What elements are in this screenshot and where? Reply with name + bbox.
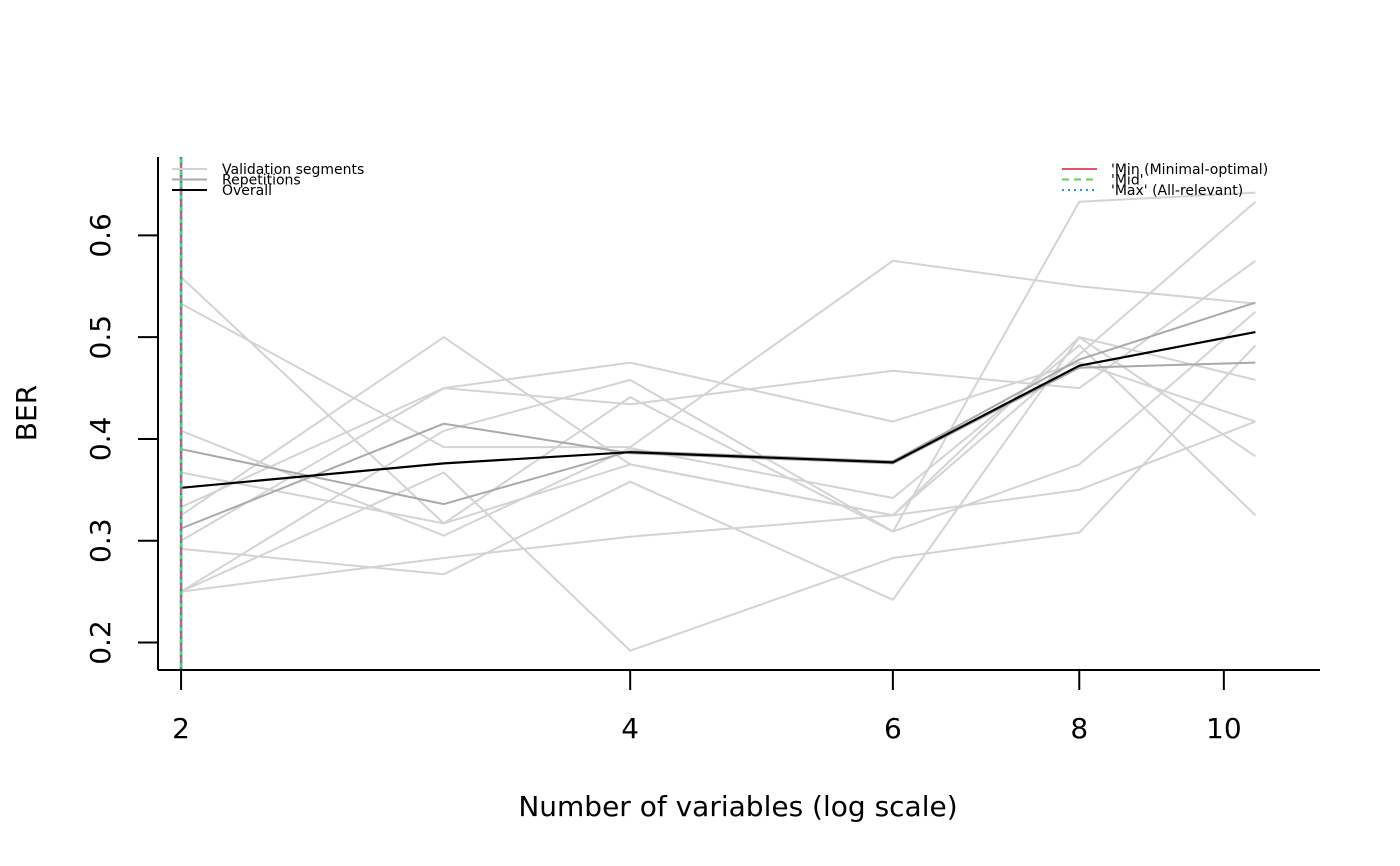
series-line-validation-9 — [180, 344, 1257, 652]
legend-label: 'Max' (All-relevant) — [1111, 183, 1243, 199]
y-ticks: 0.2 0.3 0.4 0.5 0.6 — [84, 213, 158, 665]
y-tick-label: 0.5 — [84, 315, 117, 360]
axes — [157, 157, 1320, 671]
series-line-validation-2 — [180, 344, 1257, 537]
x-tick-label: 4 — [621, 712, 639, 745]
x-tick-label: 2 — [172, 712, 190, 745]
series-line-validation-6 — [180, 361, 1256, 542]
x-tick-label: 6 — [884, 712, 902, 745]
series-line-validation-5 — [180, 336, 1256, 517]
legend-label: 'Min (Minimal-optimal) — [1111, 162, 1268, 178]
y-tick-label: 0.6 — [84, 213, 117, 258]
legend-label: Overall — [222, 183, 272, 199]
series-line-validation-1 — [180, 259, 1256, 449]
series-line-validation-10 — [180, 310, 1257, 593]
x-tick-label: 8 — [1070, 712, 1088, 745]
series-line-validation-0 — [180, 191, 1256, 533]
legend-right: 'Min (Minimal-optimal)'Mid''Max' (All-re… — [1062, 162, 1268, 199]
series-line-validation-8 — [180, 420, 1256, 593]
y-tick-label: 0.4 — [84, 417, 117, 462]
legend-label: Validation segments — [222, 162, 364, 178]
x-ticks: 2 4 6 8 10 — [172, 670, 1242, 745]
x-tick-label: 10 — [1206, 712, 1242, 745]
y-tick-label: 0.3 — [84, 518, 117, 563]
plot-lines — [180, 191, 1257, 652]
series-line-validation-7 — [181, 336, 1256, 601]
legend-label: 'Mid' — [1111, 173, 1144, 189]
series-line-overall-13 — [180, 331, 1256, 489]
y-axis-title: BER — [10, 385, 43, 441]
y-tick-label: 0.2 — [84, 620, 117, 665]
x-axis-title: Number of variables (log scale) — [518, 790, 957, 823]
legend-label: Repetitions — [222, 173, 301, 189]
